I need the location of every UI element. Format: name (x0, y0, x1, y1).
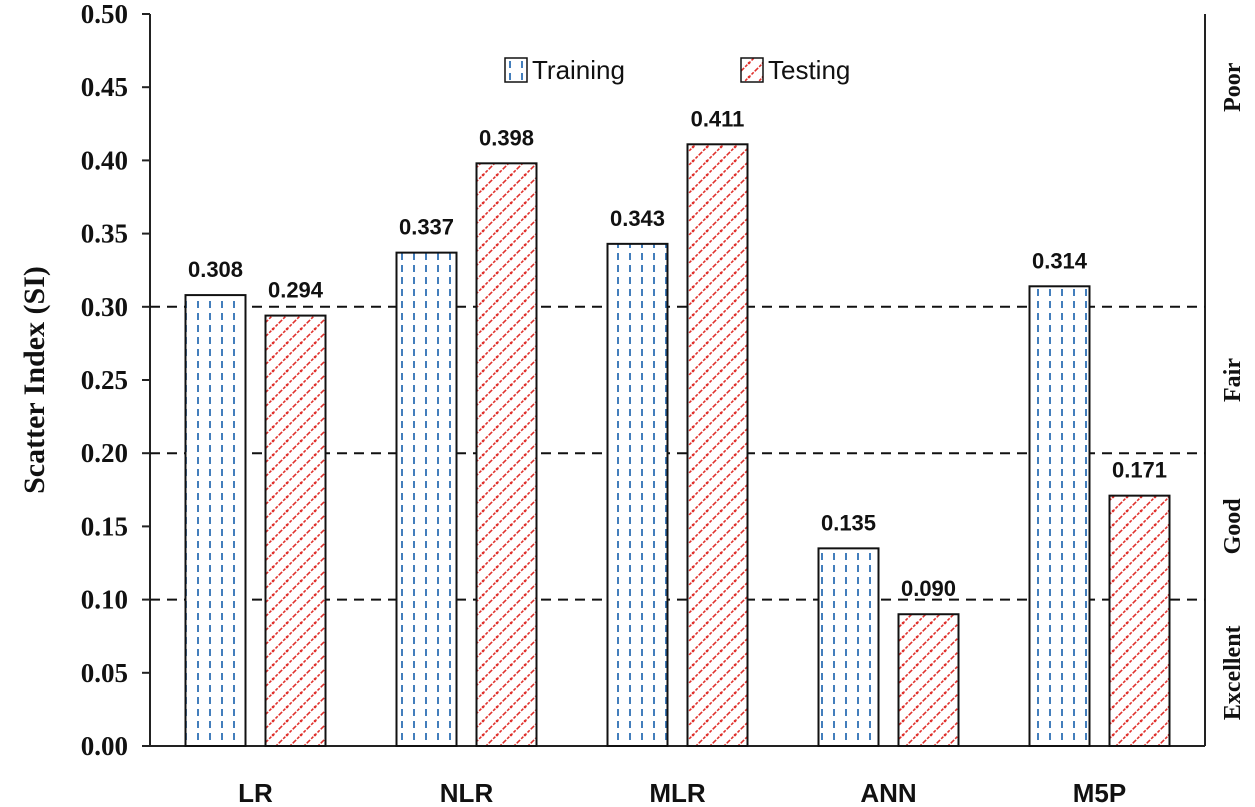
y-tick-label: 0.45 (81, 72, 128, 102)
bars (184, 143, 1171, 748)
value-label-testing-m5p: 0.171 (1112, 458, 1167, 483)
value-labels: 0.308 0.294 0.337 0.398 0.343 0.411 0.135 0.090… (188, 106, 1167, 601)
bar-training-m5p (1028, 285, 1091, 747)
bar-testing-mlr (686, 143, 749, 747)
band-label-fair: Fair (1220, 358, 1246, 402)
bar-training-mlr (606, 242, 669, 748)
bar-testing-lr (264, 314, 327, 747)
category-label: M5P (1073, 778, 1126, 807)
y-tick-label: 0.40 (81, 145, 128, 175)
band-label-poor: Poor (1220, 62, 1246, 112)
bar-testing-ann (897, 613, 960, 747)
bar-training-ann (817, 547, 880, 747)
y-tick-label: 0.15 (81, 511, 128, 541)
y-tick-label: 0.35 (81, 219, 128, 249)
y-tick-label: 0.30 (81, 292, 128, 322)
category-label: MLR (649, 778, 706, 807)
legend-swatch-testing (740, 57, 764, 83)
band-labels: Excellent Good Fair Poor (1220, 62, 1246, 720)
y-tick-label: 0.05 (81, 658, 128, 688)
y-tick-label: 0.00 (81, 731, 128, 761)
category-label: ANN (860, 778, 916, 807)
bar-training-nlr (395, 251, 458, 748)
value-label-testing-nlr: 0.398 (479, 125, 534, 150)
category-labels: LR NLR MLR ANN M5P (238, 778, 1126, 807)
legend-label-training: Training (532, 55, 625, 85)
y-tick-label: 0.25 (81, 365, 128, 395)
y-tick-label: 0.10 (81, 585, 128, 615)
category-label: NLR (440, 778, 494, 807)
value-label-testing-lr: 0.294 (268, 278, 324, 303)
bar-testing-nlr (475, 162, 538, 747)
band-label-good: Good (1220, 498, 1246, 555)
y-tick-label: 0.20 (81, 438, 128, 468)
legend: Training Testing (504, 55, 850, 85)
value-label-training-lr: 0.308 (188, 257, 243, 282)
y-tick-label: 0.50 (81, 0, 128, 29)
legend-swatch-training (504, 57, 528, 83)
y-ticks: 0.00 0.05 0.10 0.15 0.20 0.25 0.30 0.35 0.40 0.45… (81, 0, 150, 761)
bar-training-lr (184, 294, 247, 747)
value-label-training-mlr: 0.343 (610, 206, 665, 231)
value-label-training-nlr: 0.337 (399, 215, 454, 240)
value-label-training-ann: 0.135 (821, 510, 876, 535)
y-axis-title: Scatter Index (SI) (18, 266, 51, 494)
legend-label-testing: Testing (768, 55, 850, 85)
value-label-testing-mlr: 0.411 (691, 106, 745, 131)
band-label-excellent: Excellent (1220, 625, 1246, 720)
value-label-testing-ann: 0.090 (901, 576, 956, 601)
value-label-training-m5p: 0.314 (1032, 248, 1088, 273)
bar-testing-m5p (1108, 494, 1171, 747)
category-label: LR (238, 778, 273, 807)
